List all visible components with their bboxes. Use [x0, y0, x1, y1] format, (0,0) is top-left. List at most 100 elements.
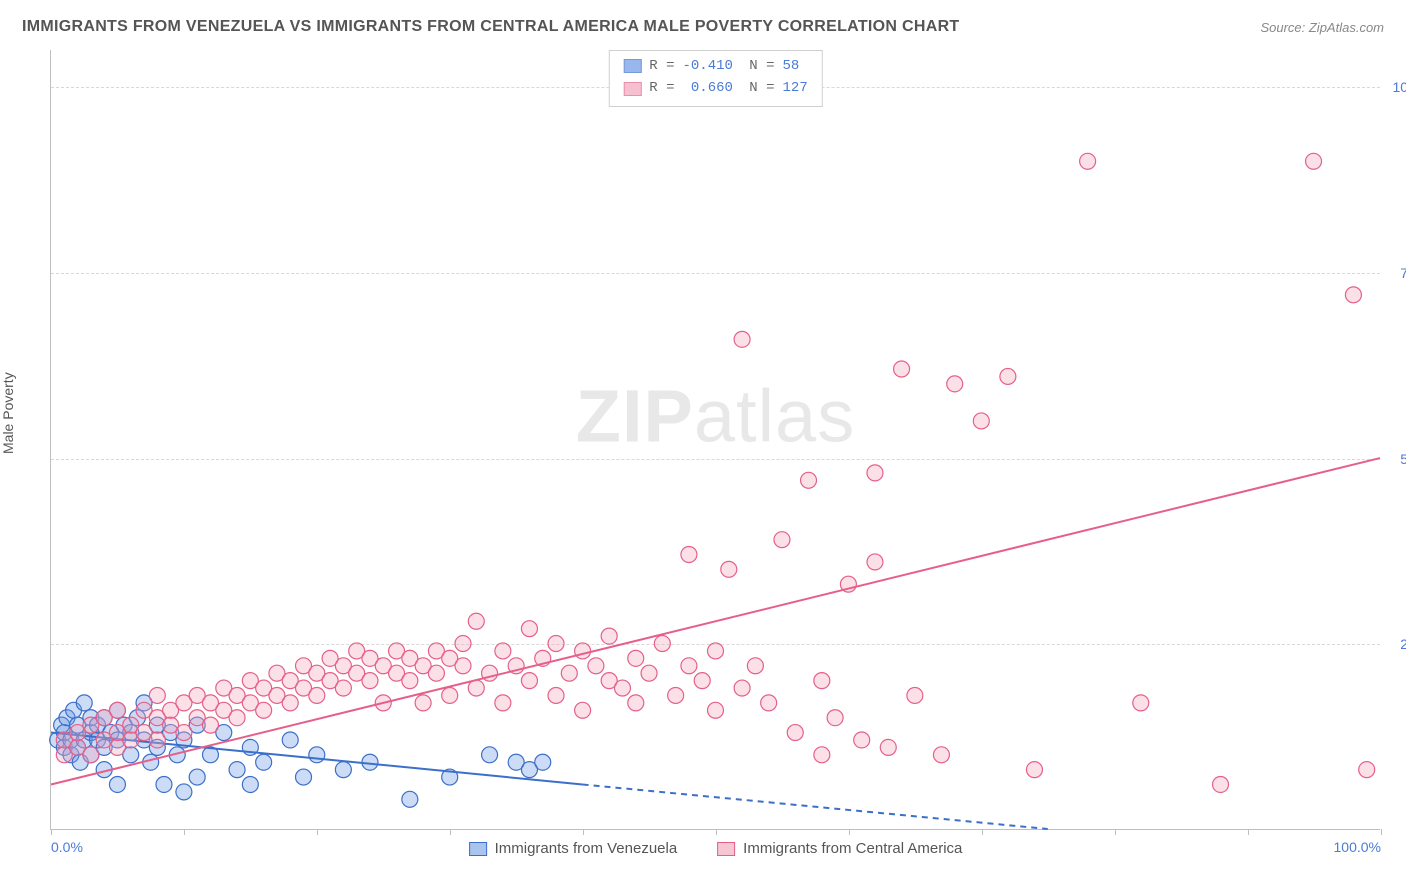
scatter-point-central_america [973, 413, 989, 429]
scatter-point-central_america [176, 725, 192, 741]
scatter-point-venezuela [256, 754, 272, 770]
scatter-point-venezuela [482, 747, 498, 763]
scatter-point-central_america [708, 702, 724, 718]
scatter-point-central_america [109, 702, 125, 718]
scatter-point-central_america [854, 732, 870, 748]
scatter-point-central_america [575, 702, 591, 718]
legend-label: Immigrants from Venezuela [495, 840, 678, 857]
chart-title: IMMIGRANTS FROM VENEZUELA VS IMMIGRANTS … [22, 18, 960, 36]
scatter-point-central_america [708, 643, 724, 659]
scatter-point-venezuela [242, 776, 258, 792]
scatter-point-central_america [1345, 287, 1361, 303]
scatter-point-central_america [1306, 153, 1322, 169]
scatter-point-venezuela [402, 791, 418, 807]
scatter-point-central_america [761, 695, 777, 711]
trend-line-dashed-venezuela [583, 784, 1048, 829]
y-tick-label: 50.0% [1400, 451, 1406, 467]
scatter-point-central_america [734, 680, 750, 696]
scatter-point-central_america [1000, 368, 1016, 384]
scatter-point-central_america [681, 547, 697, 563]
x-tick [1115, 829, 1116, 835]
scatter-point-central_america [468, 680, 484, 696]
x-tick [583, 829, 584, 835]
scatter-point-central_america [202, 717, 218, 733]
scatter-point-central_america [880, 739, 896, 755]
scatter-point-central_america [774, 532, 790, 548]
x-tick [849, 829, 850, 835]
legend-row-venezuela: R = -0.410 N = 58 [623, 55, 807, 77]
plot-area: ZIPatlas 25.0%50.0%75.0%100.0% 0.0%100.0… [50, 50, 1380, 830]
scatter-point-central_america [415, 695, 431, 711]
scatter-point-central_america [1213, 776, 1229, 792]
scatter-point-venezuela [282, 732, 298, 748]
scatter-point-central_america [894, 361, 910, 377]
scatter-point-central_america [933, 747, 949, 763]
scatter-point-central_america [641, 665, 657, 681]
scatter-point-central_america [548, 687, 564, 703]
scatter-point-venezuela [109, 776, 125, 792]
scatter-point-central_america [734, 331, 750, 347]
legend-r-label: R = [649, 77, 674, 99]
scatter-point-central_america [495, 695, 511, 711]
scatter-svg [51, 50, 1380, 829]
legend-swatch [717, 842, 735, 856]
scatter-point-central_america [867, 554, 883, 570]
scatter-point-central_america [149, 687, 165, 703]
scatter-point-central_america [229, 710, 245, 726]
scatter-point-central_america [468, 613, 484, 629]
legend-label: Immigrants from Central America [743, 840, 962, 857]
swatch-venezuela [623, 59, 641, 73]
scatter-point-central_america [721, 561, 737, 577]
scatter-point-venezuela [76, 695, 92, 711]
x-tick [1381, 829, 1382, 835]
x-tick [982, 829, 983, 835]
x-tick-label: 0.0% [51, 839, 83, 855]
scatter-point-venezuela [189, 769, 205, 785]
scatter-point-central_america [1080, 153, 1096, 169]
scatter-point-central_america [827, 710, 843, 726]
scatter-point-central_america [83, 747, 99, 763]
scatter-point-central_america [614, 680, 630, 696]
x-tick [51, 829, 52, 835]
scatter-point-central_america [575, 643, 591, 659]
x-tick-label: 100.0% [1334, 839, 1381, 855]
scatter-point-central_america [694, 673, 710, 689]
scatter-point-venezuela [156, 776, 172, 792]
legend-correlation-box: R = -0.410 N = 58 R = 0.660 N = 127 [608, 50, 822, 107]
scatter-point-central_america [747, 658, 763, 674]
legend-swatch [469, 842, 487, 856]
legend-bottom: Immigrants from Venezuela Immigrants from… [469, 840, 963, 857]
scatter-point-central_america [561, 665, 577, 681]
scatter-point-central_america [362, 673, 378, 689]
scatter-point-venezuela [335, 762, 351, 778]
scatter-point-central_america [309, 687, 325, 703]
legend-bottom-item: Immigrants from Venezuela [469, 840, 678, 857]
legend-r-value-central-america: 0.660 [682, 77, 732, 99]
scatter-point-venezuela [535, 754, 551, 770]
scatter-point-central_america [1026, 762, 1042, 778]
scatter-point-central_america [256, 702, 272, 718]
scatter-point-central_america [787, 725, 803, 741]
x-tick [1248, 829, 1249, 835]
y-axis-label: Male Poverty [0, 372, 16, 454]
scatter-point-central_america [867, 465, 883, 481]
scatter-point-central_america [442, 687, 458, 703]
scatter-point-central_america [801, 472, 817, 488]
scatter-point-central_america [947, 376, 963, 392]
trend-line-central_america [51, 458, 1380, 784]
x-tick [317, 829, 318, 835]
scatter-point-central_america [681, 658, 697, 674]
scatter-point-central_america [428, 665, 444, 681]
scatter-point-central_america [814, 673, 830, 689]
scatter-point-central_america [907, 687, 923, 703]
scatter-point-central_america [601, 628, 617, 644]
y-tick-label: 100.0% [1393, 79, 1406, 95]
legend-n-label: N = [741, 55, 775, 77]
scatter-point-central_america [628, 695, 644, 711]
scatter-point-central_america [402, 673, 418, 689]
y-tick-label: 25.0% [1400, 636, 1406, 652]
scatter-point-central_america [521, 673, 537, 689]
legend-bottom-item: Immigrants from Central America [717, 840, 962, 857]
scatter-point-central_america [588, 658, 604, 674]
legend-r-value-venezuela: -0.410 [682, 55, 732, 77]
